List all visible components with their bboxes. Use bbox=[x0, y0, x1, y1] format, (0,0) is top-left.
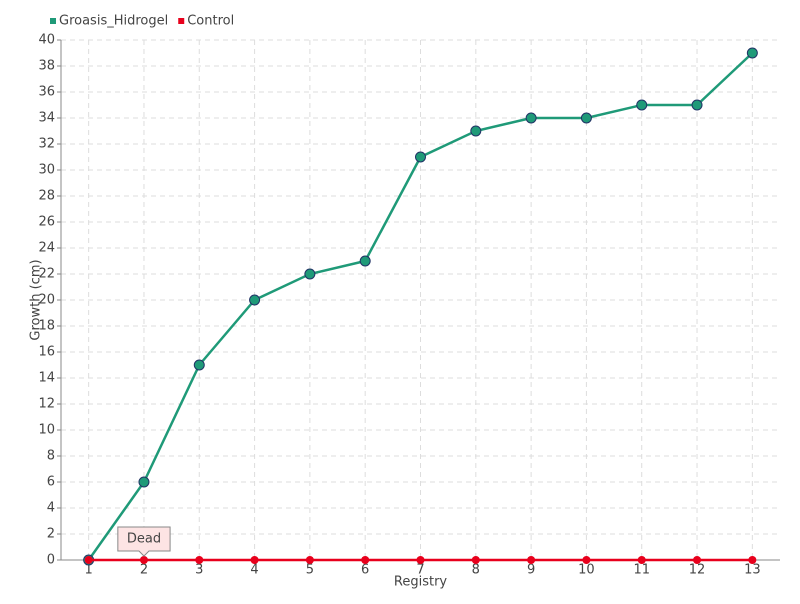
x-tick-label: 5 bbox=[306, 563, 314, 578]
y-tick-label: 24 bbox=[38, 241, 55, 256]
x-tick-label: 8 bbox=[472, 563, 480, 578]
data-point bbox=[691, 99, 703, 111]
annotation-text: Dead bbox=[127, 532, 161, 547]
data-point bbox=[250, 556, 259, 564]
x-tick-label: 12 bbox=[689, 563, 706, 578]
legend-swatch bbox=[50, 18, 56, 24]
data-point bbox=[305, 556, 314, 564]
x-tick-label: 10 bbox=[578, 563, 595, 578]
data-point bbox=[582, 556, 591, 564]
data-point bbox=[748, 556, 757, 564]
x-tick-label: 4 bbox=[250, 563, 258, 578]
data-point bbox=[193, 359, 205, 371]
x-tick-label: 2 bbox=[140, 563, 148, 578]
y-tick-label: 36 bbox=[38, 85, 55, 100]
y-tick-label: 10 bbox=[38, 423, 55, 438]
data-point bbox=[359, 255, 371, 267]
y-tick-label: 6 bbox=[47, 475, 55, 490]
data-point bbox=[416, 556, 425, 564]
data-point bbox=[525, 112, 537, 124]
x-tick-label: 6 bbox=[361, 563, 369, 578]
data-point bbox=[527, 556, 536, 564]
x-tick-label: 11 bbox=[633, 563, 650, 578]
y-tick-label: 22 bbox=[38, 267, 55, 282]
annotation: Dead bbox=[117, 526, 171, 557]
data-point bbox=[580, 112, 592, 124]
data-point bbox=[470, 125, 482, 137]
y-tick-label: 8 bbox=[47, 449, 55, 464]
y-tick-label: 26 bbox=[38, 215, 55, 230]
x-axis-label: Registry bbox=[394, 575, 448, 590]
data-point bbox=[471, 556, 480, 564]
y-axis-label: Growth (cm) bbox=[29, 259, 44, 340]
legend-swatch bbox=[178, 18, 185, 24]
y-tick-label: 4 bbox=[47, 501, 55, 516]
y-tick-label: 32 bbox=[38, 137, 55, 152]
y-tick-label: 16 bbox=[38, 345, 55, 360]
y-tick-label: 14 bbox=[38, 371, 55, 386]
x-tick-label: 1 bbox=[85, 563, 93, 578]
x-tick-label: 9 bbox=[527, 563, 535, 578]
data-point bbox=[415, 151, 426, 163]
legend-label: Control bbox=[187, 14, 234, 29]
y-tick-label: 18 bbox=[38, 319, 55, 334]
y-tick-label: 34 bbox=[38, 111, 55, 126]
data-point bbox=[138, 476, 150, 488]
data-point bbox=[746, 47, 758, 59]
annotation-box bbox=[117, 526, 171, 557]
data-point bbox=[195, 556, 204, 564]
y-tick-label: 28 bbox=[38, 189, 55, 204]
data-point bbox=[361, 556, 370, 564]
y-tick-label: 12 bbox=[38, 397, 55, 412]
y-tick-label: 20 bbox=[38, 293, 55, 308]
y-tick-label: 38 bbox=[38, 59, 55, 74]
data-point bbox=[693, 556, 702, 564]
y-tick-label: 2 bbox=[47, 527, 55, 542]
y-tick-label: 0 bbox=[47, 553, 55, 568]
x-tick-label: 3 bbox=[195, 563, 203, 578]
data-point bbox=[636, 99, 648, 111]
y-tick-label: 30 bbox=[38, 163, 55, 178]
x-tick-label: 13 bbox=[744, 563, 761, 578]
x-tick-label: 7 bbox=[416, 563, 424, 578]
data-point bbox=[304, 268, 316, 280]
data-point bbox=[84, 556, 93, 564]
data-point bbox=[249, 294, 261, 306]
y-tick-label: 40 bbox=[38, 33, 55, 48]
data-point bbox=[637, 556, 646, 564]
legend-label: Groasis_Hidrogel bbox=[59, 14, 168, 29]
data-point bbox=[139, 556, 148, 564]
